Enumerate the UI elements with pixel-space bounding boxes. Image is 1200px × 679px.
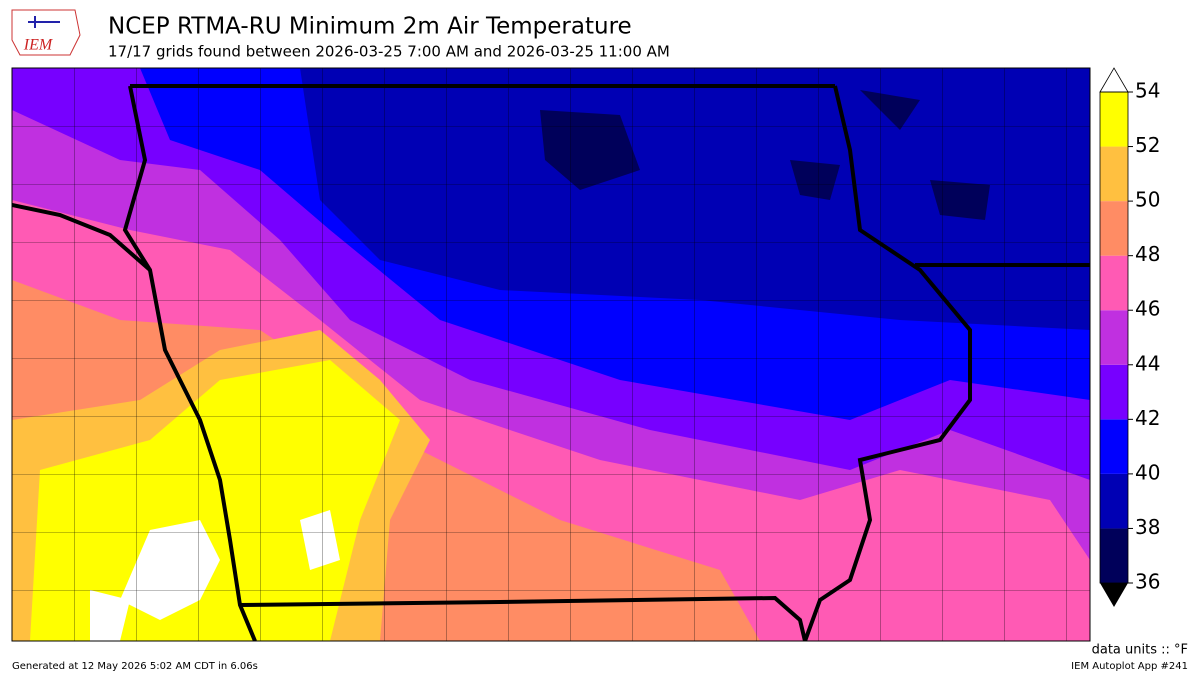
colorbar-bin	[1100, 528, 1128, 583]
colorbar-tick-label: 44	[1135, 351, 1160, 375]
state-borders	[12, 84, 1090, 641]
colorbar-tick-label: 36	[1135, 570, 1160, 594]
colorbar-bin	[1100, 146, 1128, 202]
colorbar-tick-label: 48	[1135, 242, 1160, 266]
colorbar-tick-label: 38	[1135, 515, 1160, 539]
colorbar-tick-label: 46	[1135, 297, 1160, 321]
colorbar-tick-label: 54	[1135, 79, 1160, 103]
map-frame	[11, 67, 1091, 642]
colorbar-frame	[1099, 91, 1129, 584]
subtitle: 17/17 grids found between 2026-03-25 7:0…	[108, 43, 670, 61]
colorbar-bin	[1100, 364, 1128, 420]
map	[12, 68, 1090, 641]
over-arrow	[1099, 67, 1129, 93]
footer-left: Generated at 12 May 2026 5:02 AM CDT in …	[12, 661, 258, 672]
colorbar-tick-label: 40	[1135, 460, 1160, 484]
units-label: data units :: °F	[1092, 643, 1188, 658]
logo-text: IEM	[23, 37, 54, 54]
colorbar-bin	[1100, 92, 1128, 147]
logo: IEM	[11, 9, 81, 56]
colorbar-tick-label: 42	[1135, 406, 1160, 430]
colorbar: 36 38 40 42 44 46 48 50 52 54	[1099, 67, 1160, 607]
colorbar-tick-label: 52	[1135, 133, 1160, 157]
colorbar-bin	[1100, 310, 1128, 365]
colorbar-bin	[1100, 201, 1128, 256]
title: NCEP RTMA-RU Minimum 2m Air Temperature	[108, 14, 632, 40]
colorbar-tick-label: 50	[1135, 188, 1160, 212]
colorbar-bin	[1100, 473, 1128, 529]
colorbar-bin	[1100, 255, 1128, 311]
footer-right: IEM Autoplot App #241	[1071, 661, 1188, 672]
colorbar-bin	[1100, 419, 1128, 474]
under-arrow	[1100, 583, 1128, 607]
